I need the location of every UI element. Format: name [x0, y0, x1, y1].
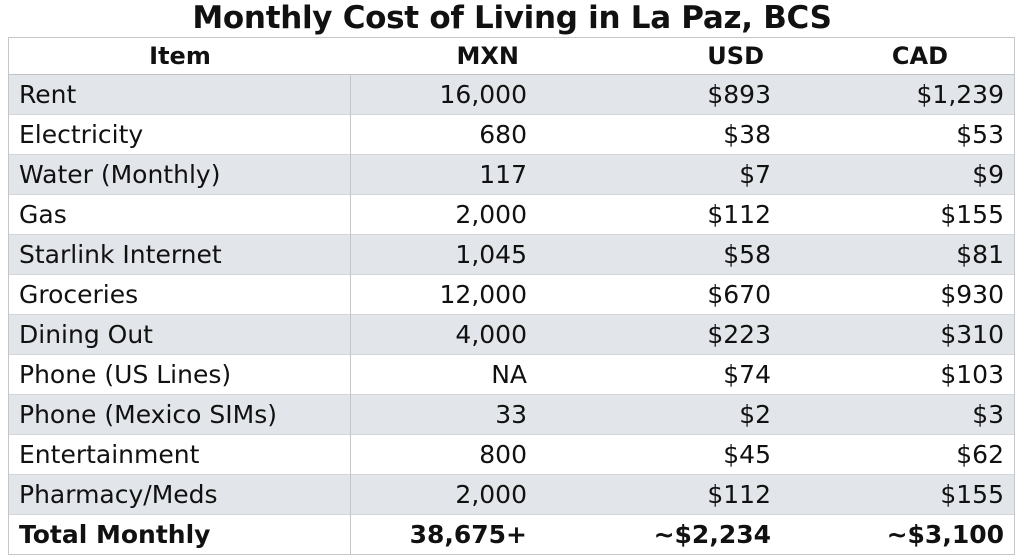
- cell-mxn: 680: [479, 120, 527, 149]
- cell-cad: $3: [972, 400, 1004, 429]
- cell-mxn: 1,045: [455, 240, 527, 269]
- cell-cad: $81: [956, 240, 1004, 269]
- cell-item: Groceries: [19, 280, 139, 309]
- table-row: Groceries 12,000 $670 $930: [9, 275, 1014, 315]
- cell-item: Phone (Mexico SIMs): [19, 400, 277, 429]
- cell-usd: $58: [723, 240, 771, 269]
- cell-usd: $45: [723, 440, 771, 469]
- header-mxn: MXN: [456, 42, 519, 70]
- table-header-row: Item MXN USD CAD: [9, 38, 1014, 75]
- cell-mxn: 12,000: [439, 280, 527, 309]
- cell-mxn: 2,000: [455, 480, 527, 509]
- table-total-row: Total Monthly 38,675+ ~$2,234 ~$3,100: [9, 515, 1014, 554]
- cell-item: Phone (US Lines): [19, 360, 232, 389]
- table-row: Electricity 680 $38 $53: [9, 115, 1014, 155]
- cell-usd: $74: [723, 360, 771, 389]
- cell-cad: $1,239: [916, 80, 1004, 109]
- header-cad: CAD: [891, 42, 948, 70]
- cell-usd: $223: [707, 320, 771, 349]
- column-divider: [350, 75, 351, 554]
- table-row: Water (Monthly) 117 $7 $9: [9, 155, 1014, 195]
- table-row: Phone (US Lines) NA $74 $103: [9, 355, 1014, 395]
- table-row: Phone (Mexico SIMs) 33 $2 $3: [9, 395, 1014, 435]
- cost-table: Item MXN USD CAD Rent 16,000 $893 $1,239…: [8, 37, 1015, 555]
- header-usd: USD: [707, 42, 764, 70]
- cell-usd: $7: [739, 160, 771, 189]
- total-mxn: 38,675+: [409, 520, 527, 549]
- cell-item: Water (Monthly): [19, 160, 221, 189]
- cell-item: Dining Out: [19, 320, 153, 349]
- total-cad: ~$3,100: [886, 520, 1004, 549]
- cell-mxn: 800: [479, 440, 527, 469]
- cell-item: Starlink Internet: [19, 240, 222, 269]
- cell-cad: $62: [956, 440, 1004, 469]
- cell-mxn: 16,000: [439, 80, 527, 109]
- cell-item: Pharmacy/Meds: [19, 480, 218, 509]
- header-item: Item: [149, 42, 211, 70]
- cell-cad: $155: [940, 200, 1004, 229]
- cell-usd: $893: [707, 80, 771, 109]
- cell-cad: $103: [940, 360, 1004, 389]
- cell-item: Rent: [19, 80, 77, 109]
- table-row: Pharmacy/Meds 2,000 $112 $155: [9, 475, 1014, 515]
- table-row: Starlink Internet 1,045 $58 $81: [9, 235, 1014, 275]
- total-label: Total Monthly: [19, 520, 211, 549]
- cell-cad: $155: [940, 480, 1004, 509]
- cell-item: Gas: [19, 200, 67, 229]
- cell-item: Electricity: [19, 120, 144, 149]
- cell-cad: $9: [972, 160, 1004, 189]
- cell-usd: $112: [707, 200, 771, 229]
- cell-usd: $38: [723, 120, 771, 149]
- cell-mxn: NA: [491, 360, 527, 389]
- page-title: Monthly Cost of Living in La Paz, BCS: [192, 0, 832, 36]
- cell-mxn: 117: [479, 160, 527, 189]
- cell-cad: $930: [940, 280, 1004, 309]
- table-row: Rent 16,000 $893 $1,239: [9, 75, 1014, 115]
- table-row: Gas 2,000 $112 $155: [9, 195, 1014, 235]
- table-row: Dining Out 4,000 $223 $310: [9, 315, 1014, 355]
- cell-cad: $310: [940, 320, 1004, 349]
- cell-usd: $670: [707, 280, 771, 309]
- table-row: Entertainment 800 $45 $62: [9, 435, 1014, 475]
- cell-usd: $112: [707, 480, 771, 509]
- cell-usd: $2: [739, 400, 771, 429]
- cell-item: Entertainment: [19, 440, 200, 469]
- cell-mxn: 33: [495, 400, 527, 429]
- cell-cad: $53: [956, 120, 1004, 149]
- total-usd: ~$2,234: [653, 520, 771, 549]
- cell-mxn: 2,000: [455, 200, 527, 229]
- cell-mxn: 4,000: [455, 320, 527, 349]
